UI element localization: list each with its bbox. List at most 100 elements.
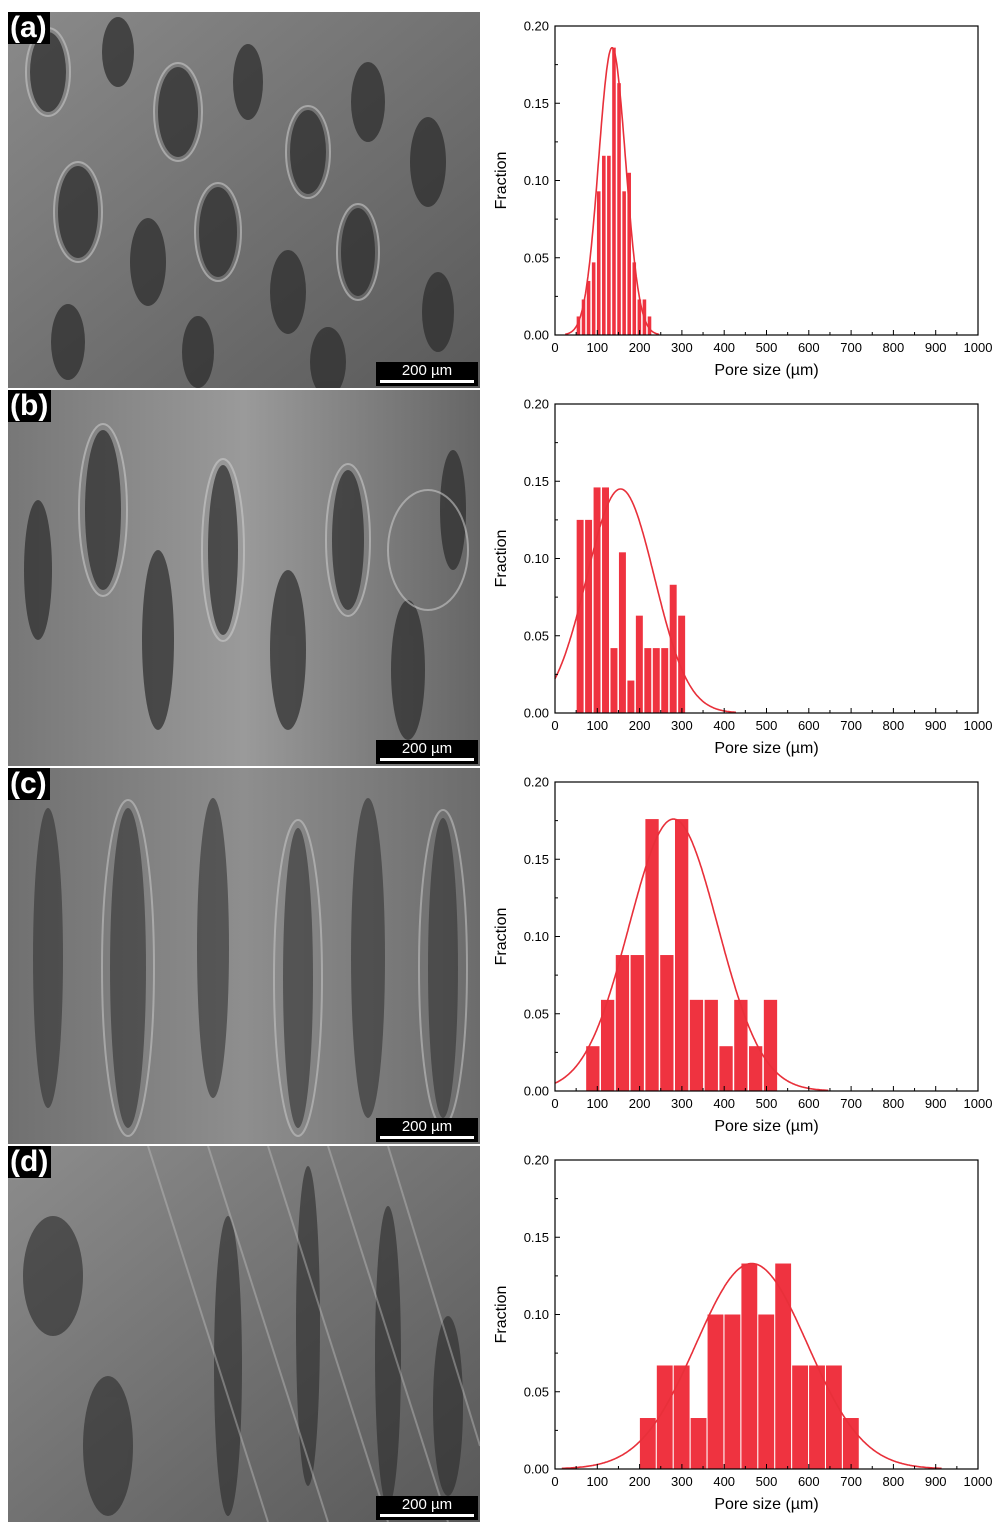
histogram-bar bbox=[724, 1314, 741, 1469]
y-tick-label: 0.20 bbox=[524, 397, 549, 412]
scale-bar-line bbox=[380, 1514, 474, 1517]
histogram-bar bbox=[627, 680, 635, 713]
x-tick-label: 800 bbox=[883, 1474, 905, 1489]
y-tick-label: 0.10 bbox=[524, 173, 549, 188]
x-tick-label: 800 bbox=[883, 340, 905, 355]
x-tick-label: 700 bbox=[840, 1096, 862, 1111]
x-tick-label: 600 bbox=[798, 1096, 820, 1111]
x-tick-label: 700 bbox=[840, 340, 862, 355]
x-tick-label: 300 bbox=[671, 1096, 693, 1111]
y-tick-label: 0.00 bbox=[524, 1462, 549, 1477]
scale-bar-label: 200 µm bbox=[401, 1118, 453, 1135]
x-tick-label: 200 bbox=[629, 1474, 651, 1489]
y-tick-label: 0.00 bbox=[524, 328, 549, 343]
x-tick-label: 100 bbox=[586, 340, 608, 355]
x-tick-label: 500 bbox=[756, 1096, 778, 1111]
scale-bar-line bbox=[380, 758, 474, 761]
gaussian-fit-curve bbox=[554, 818, 829, 1092]
histogram-chart-d: 0 100 200 300 400 500 600 700 800 900 1000 0.00 0.05… bbox=[484, 1146, 995, 1522]
x-tick-label: 200 bbox=[629, 718, 651, 733]
y-tick-label: 0.15 bbox=[524, 474, 549, 489]
sem-texture-a bbox=[8, 12, 480, 388]
histogram-bar bbox=[612, 47, 616, 335]
sem-image-c: (c) 200 µm bbox=[8, 768, 480, 1144]
x-tick-label: 200 bbox=[629, 340, 651, 355]
x-tick-label: 800 bbox=[883, 718, 905, 733]
x-tick-label: 200 bbox=[629, 1096, 651, 1111]
x-tick-label: 800 bbox=[883, 1096, 905, 1111]
x-tick-label: 0 bbox=[551, 340, 558, 355]
y-tick-label: 0.20 bbox=[524, 1153, 549, 1168]
y-tick-label: 0.05 bbox=[524, 628, 549, 643]
histogram-bar bbox=[826, 1365, 842, 1469]
x-axis-title: Pore size (µm) bbox=[714, 740, 818, 757]
x-tick-label: 400 bbox=[713, 1096, 735, 1111]
figure-row-a: (a) 200 µm 0 100 200 300 400 500 600 700 800 900 1… bbox=[0, 12, 995, 388]
sem-texture-d bbox=[8, 1146, 480, 1522]
x-tick-label: 300 bbox=[671, 1474, 693, 1489]
x-tick-label: 1000 bbox=[964, 718, 993, 733]
x-tick-label: 400 bbox=[713, 340, 735, 355]
panel-label: (d) bbox=[8, 1146, 52, 1178]
histogram-bar bbox=[585, 519, 593, 713]
histogram-bar bbox=[673, 1365, 690, 1469]
histogram-chart-a: 0 100 200 300 400 500 600 700 800 900 1000 0.00 0.05… bbox=[484, 12, 995, 388]
gaussian-fit-curve bbox=[554, 488, 736, 714]
scale-bar-label: 200 µm bbox=[401, 1496, 453, 1513]
histogram-bar bbox=[610, 648, 618, 713]
histogram-bar bbox=[576, 316, 581, 335]
x-axis-title: Pore size (µm) bbox=[714, 1496, 818, 1513]
sem-image-d: (d) 200 µm bbox=[8, 1146, 480, 1522]
y-axis-title: Fraction bbox=[493, 530, 510, 588]
histogram-svg-a: 0 100 200 300 400 500 600 700 800 900 1000 0.00 0.05… bbox=[493, 19, 993, 380]
histogram-bar bbox=[617, 83, 621, 335]
histogram-bar bbox=[602, 487, 609, 713]
sem-texture-b bbox=[8, 390, 480, 766]
histogram-chart-c: 0 100 200 300 400 500 600 700 800 900 1000 0.00 0.05… bbox=[484, 768, 995, 1144]
histogram-bar bbox=[809, 1365, 825, 1469]
x-tick-label: 700 bbox=[840, 718, 862, 733]
histogram-bar bbox=[763, 999, 778, 1091]
histogram-bar bbox=[591, 262, 596, 335]
y-tick-label: 0.20 bbox=[524, 19, 549, 34]
scale-bar: 200 µm bbox=[376, 1496, 478, 1520]
figure-row-d: (d) 200 µm 0 100 200 300 400 500 600 700 800 900 1… bbox=[0, 1146, 995, 1522]
histogram-bar bbox=[689, 999, 704, 1091]
x-tick-label: 600 bbox=[798, 340, 820, 355]
x-tick-label: 900 bbox=[925, 1474, 947, 1489]
sem-image-a: (a) 200 µm bbox=[8, 12, 480, 388]
y-tick-label: 0.00 bbox=[524, 706, 549, 721]
x-tick-label: 500 bbox=[756, 1474, 778, 1489]
histogram-bar bbox=[660, 955, 674, 1091]
histogram-bar bbox=[644, 648, 652, 713]
histogram-bar bbox=[674, 819, 689, 1091]
x-axis-title: Pore size (µm) bbox=[714, 1118, 818, 1135]
histogram-bar bbox=[632, 262, 637, 335]
histogram-bar bbox=[758, 1314, 775, 1469]
histogram-bar bbox=[792, 1365, 809, 1469]
histogram-bar bbox=[704, 999, 718, 1091]
y-tick-label: 0.00 bbox=[524, 1084, 549, 1099]
x-tick-label: 0 bbox=[551, 718, 558, 733]
x-tick-label: 600 bbox=[798, 1474, 820, 1489]
histogram-bar bbox=[635, 615, 643, 713]
histogram-bar bbox=[615, 955, 630, 1091]
histogram-bar bbox=[596, 191, 601, 335]
y-tick-label: 0.05 bbox=[524, 1006, 549, 1021]
y-tick-label: 0.05 bbox=[524, 250, 549, 265]
x-tick-label: 1000 bbox=[964, 340, 993, 355]
y-tick-label: 0.15 bbox=[524, 96, 549, 111]
histogram-bar bbox=[669, 584, 677, 713]
x-tick-label: 300 bbox=[671, 718, 693, 733]
histogram-bar bbox=[707, 1314, 724, 1469]
x-tick-label: 500 bbox=[756, 718, 778, 733]
histogram-bar bbox=[627, 172, 631, 335]
panel-label: (b) bbox=[8, 390, 52, 422]
histogram-chart-b: 0 100 200 300 400 500 600 700 800 900 1000 0.00 0.05… bbox=[484, 390, 995, 766]
panel-label: (c) bbox=[8, 768, 50, 800]
x-tick-label: 900 bbox=[925, 340, 947, 355]
scale-bar: 200 µm bbox=[376, 362, 478, 386]
x-tick-label: 0 bbox=[551, 1474, 558, 1489]
x-tick-label: 100 bbox=[586, 1096, 608, 1111]
x-tick-label: 100 bbox=[586, 718, 608, 733]
